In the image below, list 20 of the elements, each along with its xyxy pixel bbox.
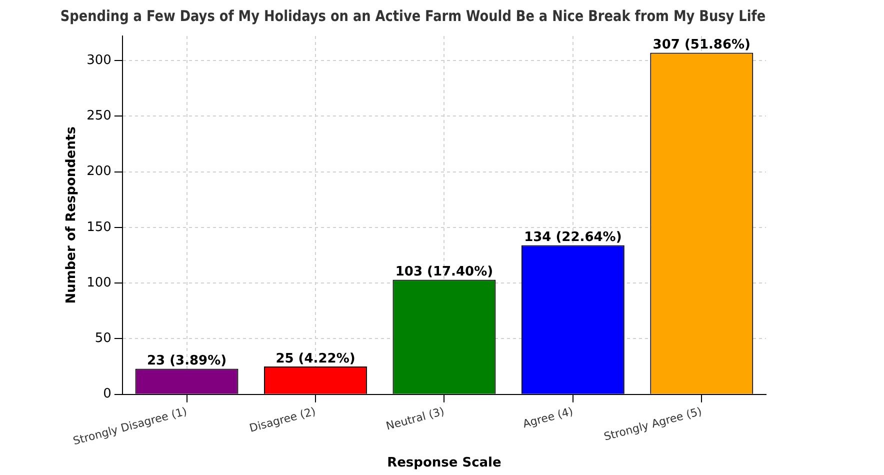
x-tick-label: Agree (4) [521, 404, 574, 431]
y-tick-label: 250 [86, 108, 112, 124]
data-label: 25 (4.22%) [276, 351, 356, 366]
y-tick-label: 0 [103, 386, 112, 402]
chart-title: Spending a Few Days of My Holidays on an Active Farm Would Be a Nice Break from My Busy Life [60, 8, 766, 26]
data-label: 307 (51.86%) [652, 38, 750, 53]
data-label: 23 (3.89%) [146, 354, 227, 369]
y-axis-title: Number of Respondents [64, 126, 80, 304]
y-tick-label: 300 [86, 52, 112, 68]
x-tick-label: Neutral (3) [384, 404, 446, 433]
data-label: 134 (22.64%) [524, 230, 622, 246]
x-tick-label: Strongly Disagree (1) [72, 404, 188, 448]
y-tick-label: 150 [86, 220, 112, 235]
data-label: 103 (17.40%) [395, 264, 494, 280]
x-axis-title: Response Scale [387, 456, 502, 471]
y-tick-label: 100 [86, 275, 112, 290]
x-tick-label: Disagree (2) [248, 404, 318, 435]
x-tick-label: Strongly Agree (5) [602, 404, 704, 444]
y-tick-label: 200 [86, 164, 112, 180]
y-tick-label: 50 [94, 331, 112, 346]
